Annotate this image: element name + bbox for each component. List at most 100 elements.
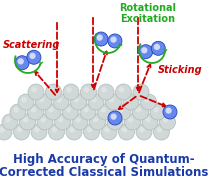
Circle shape [36, 94, 52, 110]
Circle shape [93, 117, 98, 122]
Circle shape [21, 97, 27, 103]
Circle shape [107, 114, 123, 130]
Circle shape [110, 117, 116, 122]
Circle shape [54, 114, 71, 130]
Circle shape [75, 117, 81, 122]
Circle shape [58, 117, 63, 122]
Circle shape [29, 53, 36, 59]
Circle shape [142, 114, 158, 130]
Circle shape [153, 107, 159, 113]
Circle shape [101, 87, 107, 93]
Circle shape [28, 84, 44, 100]
Circle shape [63, 84, 79, 100]
Text: Excitation: Excitation [120, 14, 176, 24]
Text: High Accuracy of Quantum-: High Accuracy of Quantum- [13, 153, 195, 167]
Circle shape [140, 94, 156, 110]
Circle shape [17, 58, 24, 64]
Circle shape [72, 114, 88, 130]
Circle shape [157, 127, 162, 132]
Circle shape [87, 127, 92, 132]
Circle shape [37, 114, 53, 130]
Circle shape [84, 87, 89, 93]
Circle shape [101, 107, 106, 113]
Circle shape [104, 127, 110, 132]
Text: Corrected Classical Simulations: Corrected Classical Simulations [0, 166, 208, 178]
Circle shape [27, 104, 43, 120]
Circle shape [89, 114, 105, 130]
Text: Rotational: Rotational [120, 3, 177, 13]
Circle shape [115, 104, 131, 120]
Circle shape [109, 97, 114, 103]
Circle shape [145, 117, 151, 122]
Circle shape [10, 104, 26, 120]
Circle shape [31, 124, 47, 140]
Circle shape [98, 104, 114, 120]
Circle shape [141, 47, 147, 53]
Circle shape [94, 32, 108, 46]
Circle shape [13, 107, 19, 113]
Circle shape [62, 104, 78, 120]
Circle shape [53, 94, 69, 110]
Circle shape [91, 97, 97, 103]
Circle shape [69, 127, 75, 132]
Circle shape [18, 94, 34, 110]
Circle shape [122, 127, 127, 132]
Circle shape [105, 94, 121, 110]
Circle shape [66, 124, 82, 140]
Circle shape [163, 105, 177, 119]
Circle shape [83, 124, 99, 140]
Circle shape [83, 107, 89, 113]
Circle shape [133, 84, 149, 100]
Circle shape [48, 124, 64, 140]
Circle shape [66, 107, 71, 113]
Circle shape [97, 34, 103, 41]
Circle shape [20, 114, 36, 130]
Circle shape [125, 114, 140, 130]
Circle shape [110, 36, 117, 43]
Circle shape [17, 127, 22, 132]
Circle shape [34, 127, 40, 132]
Circle shape [80, 104, 96, 120]
Text: Scattering: Scattering [3, 40, 60, 50]
Circle shape [0, 124, 12, 140]
Circle shape [118, 107, 124, 113]
Circle shape [136, 87, 142, 93]
Text: Sticking: Sticking [158, 65, 203, 75]
Circle shape [49, 87, 54, 93]
Circle shape [40, 117, 46, 122]
Circle shape [74, 97, 79, 103]
Circle shape [126, 97, 132, 103]
Circle shape [115, 84, 131, 100]
Circle shape [139, 127, 145, 132]
Circle shape [160, 114, 176, 130]
Circle shape [45, 104, 61, 120]
Circle shape [31, 87, 37, 93]
Circle shape [136, 107, 141, 113]
Circle shape [119, 87, 124, 93]
Circle shape [98, 84, 114, 100]
Circle shape [154, 124, 170, 140]
Circle shape [52, 127, 57, 132]
Circle shape [101, 124, 117, 140]
Circle shape [132, 104, 149, 120]
Circle shape [39, 97, 44, 103]
Circle shape [0, 127, 5, 132]
Circle shape [123, 94, 139, 110]
Circle shape [66, 87, 72, 93]
Circle shape [150, 104, 166, 120]
Circle shape [108, 34, 122, 48]
Circle shape [80, 84, 97, 100]
Circle shape [139, 45, 153, 59]
Circle shape [5, 117, 11, 122]
Circle shape [110, 113, 117, 120]
Circle shape [128, 117, 133, 122]
Circle shape [14, 124, 30, 140]
Circle shape [56, 97, 62, 103]
Circle shape [48, 107, 54, 113]
Circle shape [144, 97, 149, 103]
Circle shape [119, 124, 135, 140]
Circle shape [15, 56, 29, 70]
Circle shape [46, 84, 62, 100]
Circle shape [71, 94, 87, 110]
Circle shape [165, 108, 172, 114]
